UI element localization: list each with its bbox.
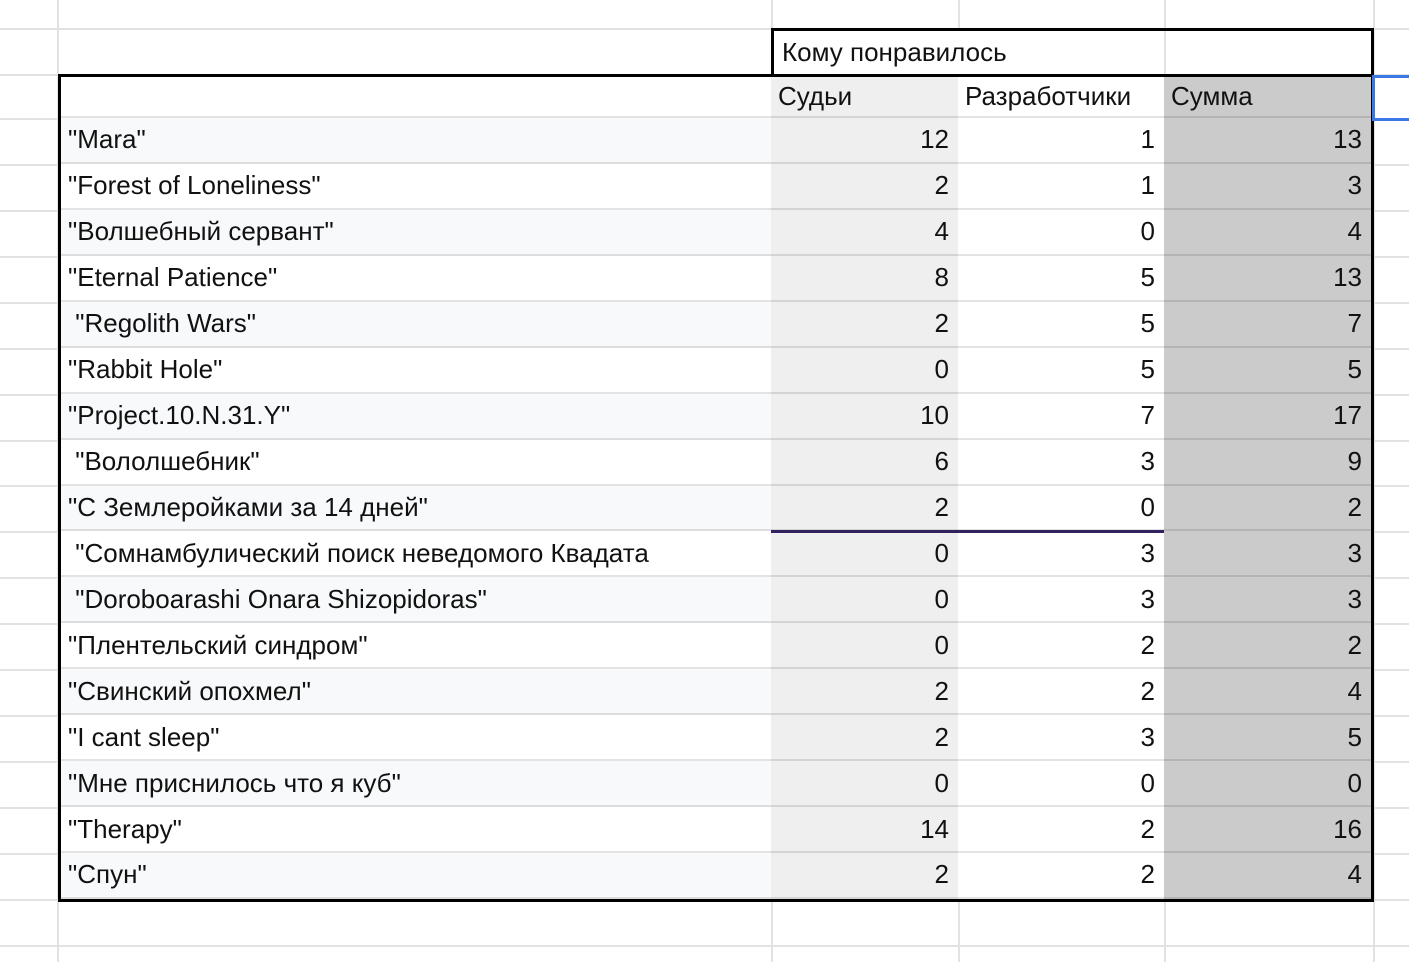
table-border-box-left [771,28,774,77]
row-13-name-cell[interactable]: "Свинский опохмел" [61,669,771,716]
row-2-developers-cell[interactable]: 1 [958,163,1164,210]
row-4-judges-cell[interactable]: 8 [771,255,958,302]
row-11-developers-cell[interactable]: 3 [958,577,1164,624]
row-12-sum-cell[interactable]: 2 [1164,623,1371,670]
judges-column-header[interactable]: Судьи [771,77,958,118]
row-12-name-cell[interactable]: "Плентельский синдром" [61,623,771,670]
cells-grid: Судьи Разработчики Сумма "Mara" 12 1 13 "Forest… [61,77,1371,899]
row-8-judges-cell[interactable]: 6 [771,439,958,486]
row-7-judges-cell[interactable]: 10 [771,393,958,440]
sum-column-header[interactable]: Сумма [1164,77,1371,118]
row-16-sum-cell[interactable]: 16 [1164,807,1371,853]
row-16-name-cell[interactable]: "Therapy" [61,807,771,853]
row-1-developers-cell[interactable]: 1 [958,118,1164,164]
row-14-name-cell[interactable]: "I cant sleep" [61,715,771,762]
row-9-judges-cell[interactable]: 2 [771,485,958,532]
table-border-top [58,74,1374,77]
row-6-sum-cell[interactable]: 5 [1164,347,1371,394]
row-15-name-cell[interactable]: "Мне приснилось что я куб" [61,761,771,808]
row-3-sum-cell[interactable]: 4 [1164,209,1371,256]
row-15-sum-cell[interactable]: 0 [1164,761,1371,808]
special-row-bottom-border [771,530,1164,533]
merged-header-divider [1164,31,1166,74]
row-10-developers-cell[interactable]: 3 [958,531,1164,578]
row-1-name-cell[interactable]: "Mara" [61,118,771,164]
row-4-developers-cell[interactable]: 5 [958,255,1164,302]
row-2-judges-cell[interactable]: 2 [771,163,958,210]
row-14-judges-cell[interactable]: 2 [771,715,958,762]
row-1-judges-cell[interactable]: 12 [771,118,958,164]
row-14-developers-cell[interactable]: 3 [958,715,1164,762]
row-13-developers-cell[interactable]: 2 [958,669,1164,716]
merged-header-label: Кому понравилось [782,37,1007,67]
row-6-name-cell[interactable]: "Rabbit Hole" [61,347,771,394]
name-column-header-cell[interactable] [61,77,771,118]
row-9-name-cell[interactable]: "С Землеройками за 14 дней" [61,485,771,532]
row-7-name-cell[interactable]: "Project.10.N.31.Y" [61,393,771,440]
row-11-name-cell[interactable]: "Doroboarashi Onara Shizopidoras" [61,577,771,624]
row-12-developers-cell[interactable]: 2 [958,623,1164,670]
row-11-sum-cell[interactable]: 3 [1164,577,1371,624]
row-6-judges-cell[interactable]: 0 [771,347,958,394]
row-3-judges-cell[interactable]: 4 [771,209,958,256]
row-15-developers-cell[interactable]: 0 [958,761,1164,808]
merged-header-cell[interactable]: Кому понравилось [774,31,1371,74]
table-border-box-top [771,28,1374,31]
row-5-judges-cell[interactable]: 2 [771,301,958,348]
active-cell-cursor[interactable] [1372,75,1409,121]
row-7-developers-cell[interactable]: 7 [958,393,1164,440]
row-1-sum-cell[interactable]: 13 [1164,118,1371,164]
row-8-developers-cell[interactable]: 3 [958,439,1164,486]
row-5-developers-cell[interactable]: 5 [958,301,1164,348]
table-border-right [1371,28,1374,902]
row-17-judges-cell[interactable]: 2 [771,853,958,899]
row-16-developers-cell[interactable]: 2 [958,807,1164,853]
row-6-developers-cell[interactable]: 5 [958,347,1164,394]
row-17-sum-cell[interactable]: 4 [1164,853,1371,899]
row-5-name-cell[interactable]: "Regolith Wars" [61,301,771,348]
developers-column-header[interactable]: Разработчики [958,77,1164,118]
row-9-sum-cell[interactable]: 2 [1164,485,1371,532]
row-9-developers-cell[interactable]: 0 [958,485,1164,532]
row-8-sum-cell[interactable]: 9 [1164,439,1371,486]
row-13-sum-cell[interactable]: 4 [1164,669,1371,716]
row-11-judges-cell[interactable]: 0 [771,577,958,624]
row-10-name-cell[interactable]: "Сомнамбулический поиск неведомого Квада… [61,531,771,578]
row-2-sum-cell[interactable]: 3 [1164,163,1371,210]
row-16-judges-cell[interactable]: 14 [771,807,958,853]
row-13-judges-cell[interactable]: 2 [771,669,958,716]
table-border-left [58,74,61,902]
row-2-name-cell[interactable]: "Forest of Loneliness" [61,163,771,210]
row-17-developers-cell[interactable]: 2 [958,853,1164,899]
row-7-sum-cell[interactable]: 17 [1164,393,1371,440]
table-border-bottom [58,899,1374,902]
row-5-sum-cell[interactable]: 7 [1164,301,1371,348]
row-4-name-cell[interactable]: "Eternal Patience" [61,255,771,302]
row-8-name-cell[interactable]: "Вололшебник" [61,439,771,486]
row-4-sum-cell[interactable]: 13 [1164,255,1371,302]
row-10-judges-cell[interactable]: 0 [771,531,958,578]
row-12-judges-cell[interactable]: 0 [771,623,958,670]
row-17-name-cell[interactable]: "Спун" [61,853,771,899]
row-10-sum-cell[interactable]: 3 [1164,531,1371,578]
row-3-name-cell[interactable]: "Волшебный сервант" [61,209,771,256]
row-15-judges-cell[interactable]: 0 [771,761,958,808]
row-14-sum-cell[interactable]: 5 [1164,715,1371,762]
row-3-developers-cell[interactable]: 0 [958,209,1164,256]
